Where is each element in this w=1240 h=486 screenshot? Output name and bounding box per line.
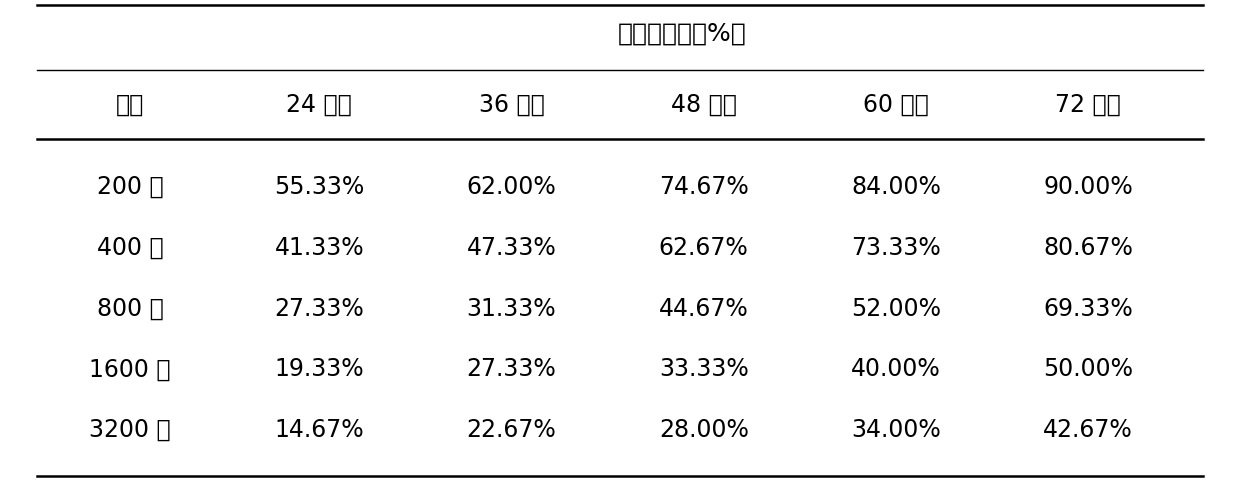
Text: 36 小时: 36 小时 <box>479 92 544 117</box>
Text: 27.33%: 27.33% <box>274 296 365 321</box>
Text: 84.00%: 84.00% <box>851 175 941 199</box>
Text: 50.00%: 50.00% <box>1043 357 1133 382</box>
Text: 60 小时: 60 小时 <box>863 92 929 117</box>
Text: 44.67%: 44.67% <box>658 296 749 321</box>
Text: 19.33%: 19.33% <box>274 357 365 382</box>
Text: 41.33%: 41.33% <box>274 236 365 260</box>
Text: 72 小时: 72 小时 <box>1055 92 1121 117</box>
Text: 31.33%: 31.33% <box>466 296 557 321</box>
Text: 校正死亡率（%）: 校正死亡率（%） <box>618 22 746 46</box>
Text: 1600 倍: 1600 倍 <box>89 357 171 382</box>
Text: 14.67%: 14.67% <box>274 418 365 442</box>
Text: 200 倍: 200 倍 <box>97 175 164 199</box>
Text: 47.33%: 47.33% <box>466 236 557 260</box>
Text: 55.33%: 55.33% <box>274 175 365 199</box>
Text: 90.00%: 90.00% <box>1043 175 1133 199</box>
Text: 62.67%: 62.67% <box>658 236 749 260</box>
Text: 69.33%: 69.33% <box>1043 296 1133 321</box>
Text: 33.33%: 33.33% <box>658 357 749 382</box>
Text: 22.67%: 22.67% <box>466 418 557 442</box>
Text: 48 小时: 48 小时 <box>671 92 737 117</box>
Text: 3200 倍: 3200 倍 <box>89 418 171 442</box>
Text: 24 小时: 24 小时 <box>286 92 352 117</box>
Text: 42.67%: 42.67% <box>1043 418 1133 442</box>
Text: 62.00%: 62.00% <box>466 175 557 199</box>
Text: 34.00%: 34.00% <box>851 418 941 442</box>
Text: 73.33%: 73.33% <box>851 236 941 260</box>
Text: 28.00%: 28.00% <box>658 418 749 442</box>
Text: 40.00%: 40.00% <box>851 357 941 382</box>
Text: 400 倍: 400 倍 <box>97 236 164 260</box>
Text: 52.00%: 52.00% <box>851 296 941 321</box>
Text: 27.33%: 27.33% <box>466 357 557 382</box>
Text: 800 倍: 800 倍 <box>97 296 164 321</box>
Text: 浓度: 浓度 <box>117 92 144 117</box>
Text: 74.67%: 74.67% <box>658 175 749 199</box>
Text: 80.67%: 80.67% <box>1043 236 1133 260</box>
